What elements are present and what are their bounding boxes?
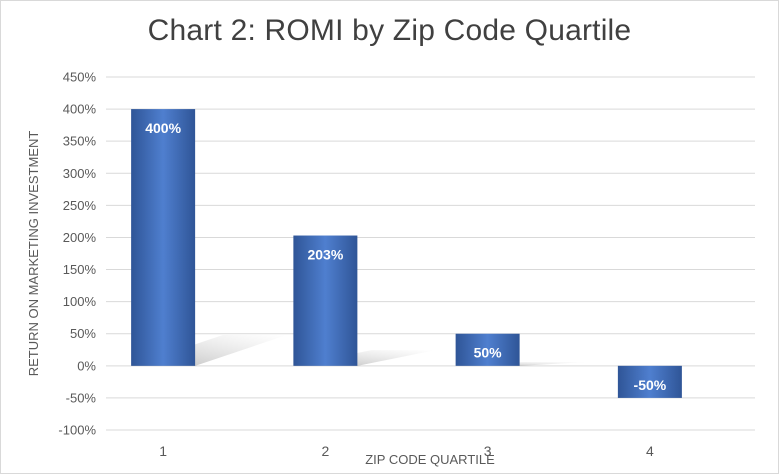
x-tick-label: 2 <box>321 443 329 459</box>
y-tick-label: -50% <box>66 390 97 405</box>
bar-quartile-3 <box>455 333 520 366</box>
x-tick-label: 1 <box>159 443 167 459</box>
data-label: 400% <box>145 120 181 136</box>
y-tick-label: -100% <box>58 423 96 438</box>
y-tick-label: 250% <box>63 198 97 213</box>
x-tick-labels: 1 2 3 4 <box>159 443 654 459</box>
chart-title: Chart 2: ROMI by Zip Code Quartile <box>147 14 632 47</box>
y-tick-label: 200% <box>63 230 97 245</box>
x-tick-label: 3 <box>484 443 492 459</box>
y-tick-label: 150% <box>63 262 97 277</box>
y-tick-label: 300% <box>63 166 97 181</box>
bars <box>131 109 682 398</box>
y-tick-labels: 450% 400% 350% 300% 250% 200% 150% 100% 50% 0% -50… <box>58 70 96 438</box>
y-tick-label: 100% <box>63 294 97 309</box>
y-tick-label: 350% <box>63 134 97 149</box>
bar-quartile-4 <box>617 365 682 398</box>
y-tick-label: 400% <box>63 102 97 117</box>
x-axis-title: ZIP CODE QUARTILE <box>365 452 495 467</box>
data-label: 203% <box>307 247 343 263</box>
data-label: -50% <box>634 377 667 393</box>
y-axis-title: RETURN ON MARKETING INVESTMENT <box>26 131 41 377</box>
y-tick-label: 450% <box>63 70 97 85</box>
y-tick-label: 0% <box>77 358 96 373</box>
data-label: 50% <box>474 345 503 361</box>
y-tick-label: 50% <box>70 326 96 341</box>
data-labels: 400% 203% 50% -50% <box>145 120 667 393</box>
x-tick-label: 4 <box>646 443 654 459</box>
bar-quartile-1 <box>131 109 196 366</box>
bar-quartile-2 <box>293 235 358 366</box>
